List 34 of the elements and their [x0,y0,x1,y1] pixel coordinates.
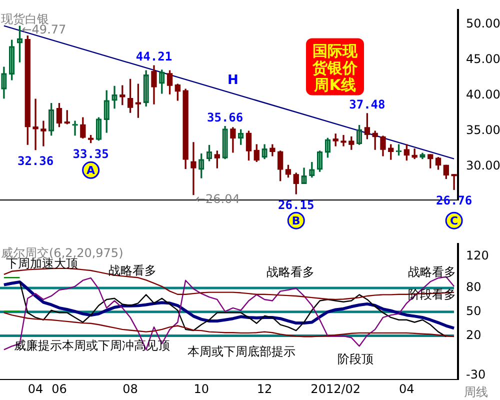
y-tick-label: 35.00 [466,123,500,138]
annotation: 战略看多 [266,265,315,280]
annotation: H [228,73,238,88]
y-tick-label: 120 [466,248,489,262]
text: C [450,214,458,228]
y-tick-label: 40.00 [466,88,500,102]
y-tick-label: 50 [466,304,482,318]
text: 国际现货银价周K线 [312,42,358,94]
annotation: 26.15 [278,198,314,212]
x-tick-label: 10 [194,382,210,396]
y-tick-label: 45.00 [466,52,500,66]
text: B [292,214,300,228]
annotation: 44.21 [136,50,172,64]
y-tick-label: 30.00 [466,158,500,173]
annotation: 战略看多 [108,263,157,278]
x-tick-label: 2012/02 [310,382,361,396]
y-tick-label: 80 [466,280,482,294]
annotation: 37.48 [349,97,386,112]
annotation: 33.35 [72,146,109,161]
y-tick-label: 20 [466,328,482,342]
x-tick-label: 04 [399,382,414,396]
annotation: 35.66 [206,110,244,124]
y-tick-label: 50.00 [466,16,500,31]
annotation: 战略看多 [408,265,456,280]
text: 周线 [464,385,488,399]
x-tick-label: 06 [52,382,67,396]
annotation: 本周或下周底部提示 [188,344,296,359]
annotation: 阶段顶 [338,352,374,366]
x-tick-label: 12 [256,382,272,396]
x-tick-label: 04 [28,382,44,396]
x-tick-label: 08 [122,382,138,396]
annotation: 32.36 [17,154,54,168]
y-tick-label: -30 [466,368,486,382]
annotation: A [86,164,96,178]
